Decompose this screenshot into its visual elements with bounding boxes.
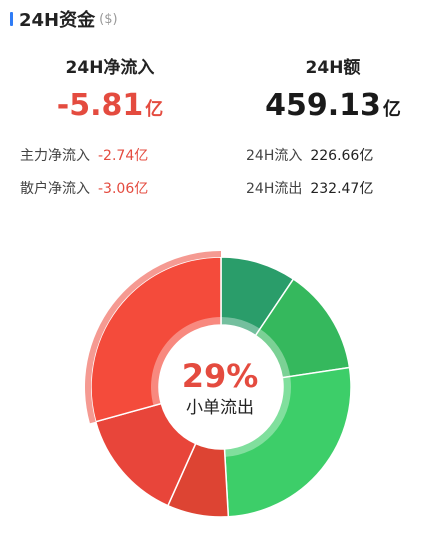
net-inflow-summary: 24H净流入 -5.81 亿 — [35, 56, 185, 126]
volume-value-line: 459.13 亿 — [258, 86, 408, 126]
main-net-inflow-label: 主力净流入 — [20, 148, 90, 164]
section-title: 24H资金 — [19, 10, 96, 31]
retail-net-inflow-value: -3.06亿 — [98, 181, 149, 197]
retail-net-inflow-row: 散户净流入 -3.06亿 — [20, 178, 148, 198]
net-inflow-value: -5.81 — [56, 88, 144, 123]
inflow-row: 24H流入 226.66亿 — [246, 145, 373, 165]
net-inflow-label: 24H净流入 — [65, 58, 155, 78]
net-inflow-value-line: -5.81 亿 — [35, 86, 185, 126]
retail-net-inflow-label: 散户净流入 — [20, 181, 90, 197]
net-inflow-unit: 亿 — [145, 99, 164, 120]
inflow-label: 24H流入 — [246, 148, 303, 164]
donut-inner-band-green — [221, 316, 292, 457]
volume-unit: 亿 — [382, 99, 401, 120]
volume-summary: 24H额 459.13 亿 — [258, 56, 408, 126]
donut-center-percent: 29% — [181, 357, 259, 395]
header-accent-bar — [10, 12, 13, 26]
donut-center-label: 小单流出 — [186, 398, 254, 418]
currency-unit: ($) — [99, 11, 118, 27]
donut-inner-hole — [159, 325, 283, 449]
inflow-value: 226.66亿 — [310, 148, 374, 164]
outflow-label: 24H流出 — [246, 181, 303, 197]
outflow-row: 24H流出 232.47亿 — [246, 178, 373, 198]
volume-value: 459.13 — [265, 88, 381, 123]
outflow-value: 232.47亿 — [310, 181, 374, 197]
section-header: 24H资金 ($) — [10, 6, 118, 32]
donut-inner-band-red — [150, 317, 221, 406]
main-net-inflow-value: -2.74亿 — [98, 148, 149, 164]
main-net-inflow-row: 主力净流入 -2.74亿 — [20, 145, 148, 165]
volume-label: 24H额 — [305, 58, 361, 78]
